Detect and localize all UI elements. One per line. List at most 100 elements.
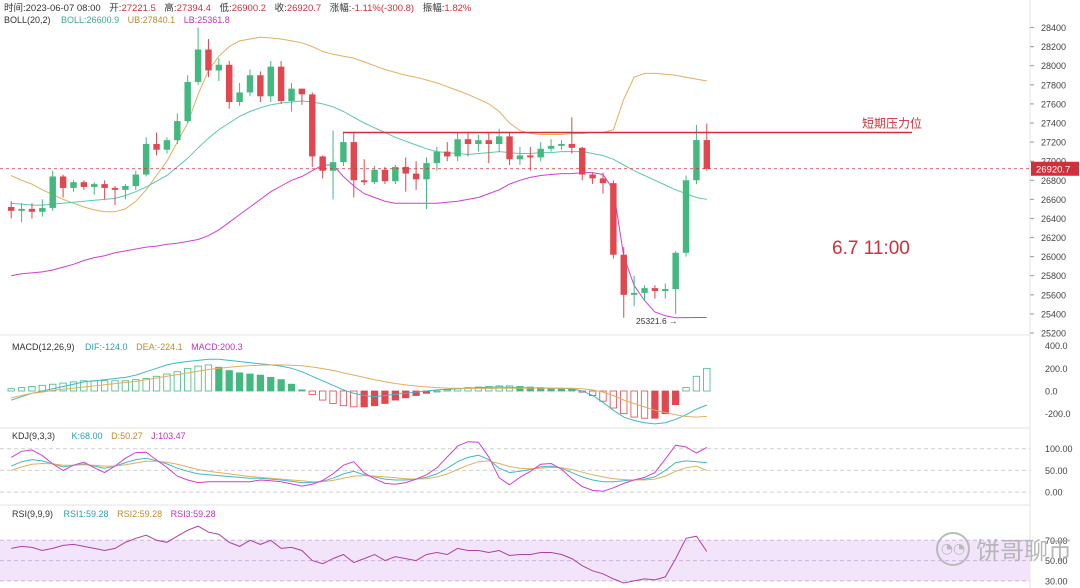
- candle-body: [433, 151, 441, 164]
- macd-tick-label: 400.0: [1045, 341, 1068, 351]
- macd-bar: [682, 387, 690, 392]
- macd-bar: [433, 390, 441, 393]
- macd-bar: [204, 364, 213, 392]
- macd-bar: [412, 390, 420, 396]
- candle-body: [236, 92, 243, 102]
- macd-bar: [474, 386, 483, 392]
- macd-pane: [7, 358, 711, 425]
- candle-body: [402, 166, 409, 174]
- macd-bar: [173, 371, 181, 392]
- candle-body: [568, 144, 576, 148]
- kdj-legend: KDJ(9,3,3) K:68.00 D:50.27 J:103.47: [12, 431, 186, 441]
- candle-body: [288, 88, 295, 102]
- macd-bar: [557, 388, 566, 392]
- candle-body: [309, 94, 316, 157]
- candle-body: [132, 174, 139, 186]
- low-price-marker: 25321.6 →: [636, 316, 678, 326]
- price-tick-label: 27800: [1041, 80, 1066, 90]
- price-tick-label: 27600: [1041, 99, 1066, 109]
- annotations: 短期压力位 26920.7 6.7 11:00 25321.6 →: [0, 116, 1079, 326]
- macd-bar: [215, 366, 223, 392]
- macd-bar: [267, 376, 275, 392]
- macd-bar: [246, 373, 254, 392]
- candle-body: [693, 140, 700, 181]
- price-tick-label: 28200: [1041, 42, 1066, 52]
- candle-body: [485, 140, 492, 144]
- candle-body: [599, 178, 607, 184]
- macd-bar: [391, 390, 399, 401]
- boll-bands: [10, 36, 707, 319]
- rsi-tick-label: 70.00: [1045, 536, 1068, 546]
- candle-body: [18, 208, 25, 211]
- macd-bar: [661, 390, 669, 415]
- candle-body: [412, 173, 420, 180]
- macd-bar: [132, 379, 140, 392]
- candle-body: [610, 183, 617, 255]
- macd-bar: [287, 383, 296, 392]
- macd-bar: [80, 380, 88, 392]
- rsi-legend: RSI(9,9,9) RSI1:59.28 RSI2:59.28 RSI3:59…: [12, 509, 216, 519]
- candle-body: [49, 176, 56, 208]
- candle-body: [59, 176, 67, 188]
- candle-body: [7, 207, 15, 211]
- macd-bar: [350, 390, 358, 408]
- macd-bar: [329, 390, 337, 404]
- candle-body: [537, 148, 544, 158]
- candle-body: [672, 252, 679, 290]
- macd-bar: [298, 389, 306, 392]
- macd-bar: [28, 386, 36, 392]
- macd-tick-label: -200.0: [1045, 409, 1071, 419]
- boll-upper-line: [10, 36, 707, 213]
- candle-body: [122, 186, 129, 190]
- grid: [0, 448, 1030, 493]
- candle-body: [579, 147, 586, 175]
- macd-bar: [692, 375, 701, 392]
- candle-body: [142, 144, 150, 175]
- price-tick-label: 26200: [1041, 233, 1066, 243]
- price-tick-label: 26600: [1041, 195, 1066, 205]
- candle-body: [662, 289, 669, 291]
- candle-body: [506, 136, 513, 160]
- macd-dif-line: [11, 358, 707, 425]
- candle-body: [641, 288, 648, 293]
- rsi-tick-label: 30.00: [1045, 576, 1068, 586]
- candle-body: [682, 180, 690, 253]
- candle-body: [464, 139, 472, 144]
- candle-body: [392, 166, 399, 182]
- macd-bar: [640, 390, 649, 419]
- macd-bar: [516, 386, 524, 392]
- candle-body: [277, 66, 285, 102]
- candle-body: [153, 144, 160, 150]
- macd-bar: [651, 390, 659, 419]
- candle-body: [703, 140, 711, 169]
- macd-bar: [609, 390, 617, 409]
- price-tick-label: 25200: [1041, 329, 1066, 339]
- candle-body: [257, 75, 264, 97]
- macd-legend: MACD(12,26,9) DIF:-124.0 DEA:-224.1 MACD…: [12, 342, 243, 352]
- macd-bar: [17, 387, 26, 392]
- kdj-tick-label: 50.00: [1045, 466, 1068, 476]
- kdj-tick-label: 0.00: [1045, 488, 1063, 498]
- macd-bar: [381, 390, 389, 404]
- macd-bar: [620, 390, 628, 415]
- candle-body: [319, 156, 326, 171]
- kdj-tick-label: 100.00: [1045, 444, 1073, 454]
- candle-body: [215, 64, 223, 71]
- macd-bar: [235, 372, 244, 392]
- macd-bar: [672, 390, 680, 406]
- candle-body: [475, 140, 482, 144]
- candle-body: [80, 182, 88, 187]
- price-tick-label: 26400: [1041, 214, 1066, 224]
- macd-bar: [277, 379, 285, 392]
- macd-bar: [7, 388, 15, 392]
- macd-dea-line: [11, 364, 707, 418]
- macd-bar: [194, 365, 202, 392]
- macd-bar: [225, 370, 233, 392]
- macd-bar: [111, 380, 119, 392]
- candle-body: [381, 169, 389, 182]
- candle-body: [651, 288, 659, 291]
- macd-bar: [142, 378, 150, 392]
- macd-tick-label: 0.0: [1045, 387, 1058, 397]
- price-tick-label: 27200: [1041, 138, 1066, 148]
